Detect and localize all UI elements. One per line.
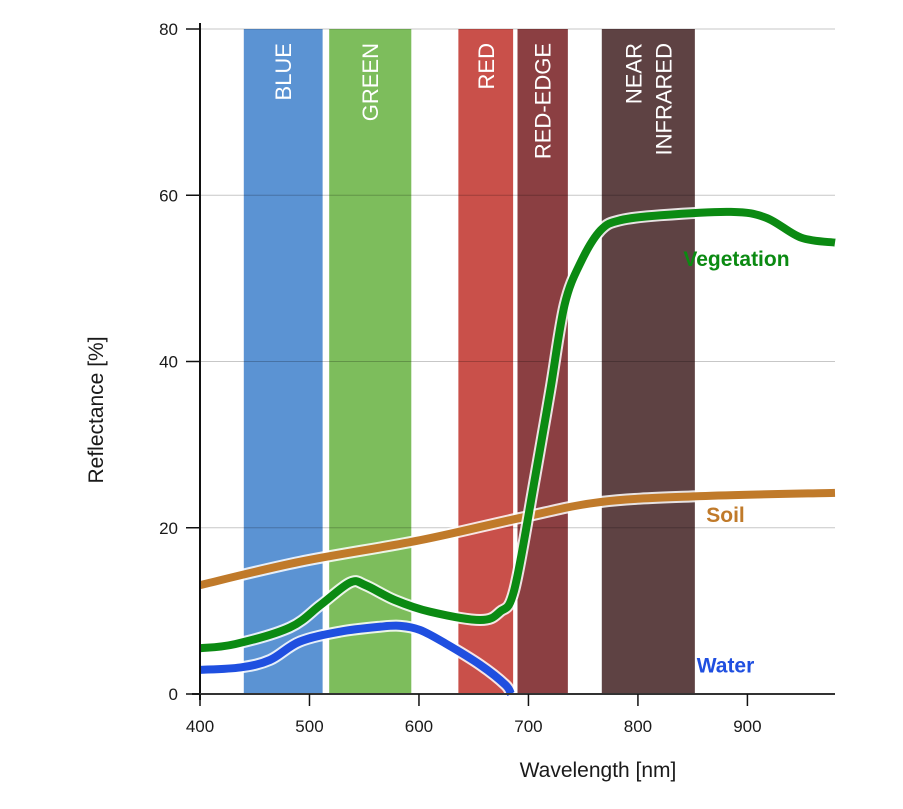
series-lines: [198, 205, 836, 698]
vegetation-line: [199, 207, 836, 653]
y-tick-label: 40: [159, 353, 178, 372]
vegetation-label: Vegetation: [683, 248, 789, 271]
gridlines: [200, 28, 835, 529]
x-tick-label: 400: [186, 717, 214, 736]
band-blue: [243, 29, 323, 694]
water-label: Water: [697, 654, 755, 677]
labels: Wavelength [nm] Reflectance [%] Soil Wate…: [85, 248, 790, 782]
band-label: BLUE: [271, 43, 296, 100]
x-tick-label: 500: [295, 717, 323, 736]
water-line: [199, 621, 515, 697]
band-red: [458, 29, 514, 694]
x-tick-label: 700: [514, 717, 542, 736]
band-near-infrared: [601, 29, 695, 694]
band-label: NEAR: [621, 43, 646, 104]
y-axis-title: Reflectance [%]: [85, 336, 108, 483]
spectral-bands: BLUE GREEN RED RED-EDGE NEAR INFRARED: [243, 29, 695, 694]
y-tick-label: 20: [159, 519, 178, 538]
x-tick-label: 900: [733, 717, 761, 736]
band-label: RED: [474, 43, 499, 89]
y-tick-label: 0: [169, 685, 178, 704]
soil-label: Soil: [706, 504, 745, 527]
x-tick-label: 800: [624, 717, 652, 736]
soil-line: [199, 488, 836, 590]
y-tick-label: 60: [159, 186, 178, 205]
band-label: RED-EDGE: [531, 43, 556, 159]
band-label: INFRARED: [651, 43, 676, 155]
x-tick-label: 600: [405, 717, 433, 736]
band-label: GREEN: [358, 43, 383, 121]
x-axis-title: Wavelength [nm]: [520, 759, 677, 782]
y-tick-label: 80: [159, 20, 178, 39]
axes: 0 20 40 60 80 400 500 600 700 800 900: [159, 20, 835, 736]
